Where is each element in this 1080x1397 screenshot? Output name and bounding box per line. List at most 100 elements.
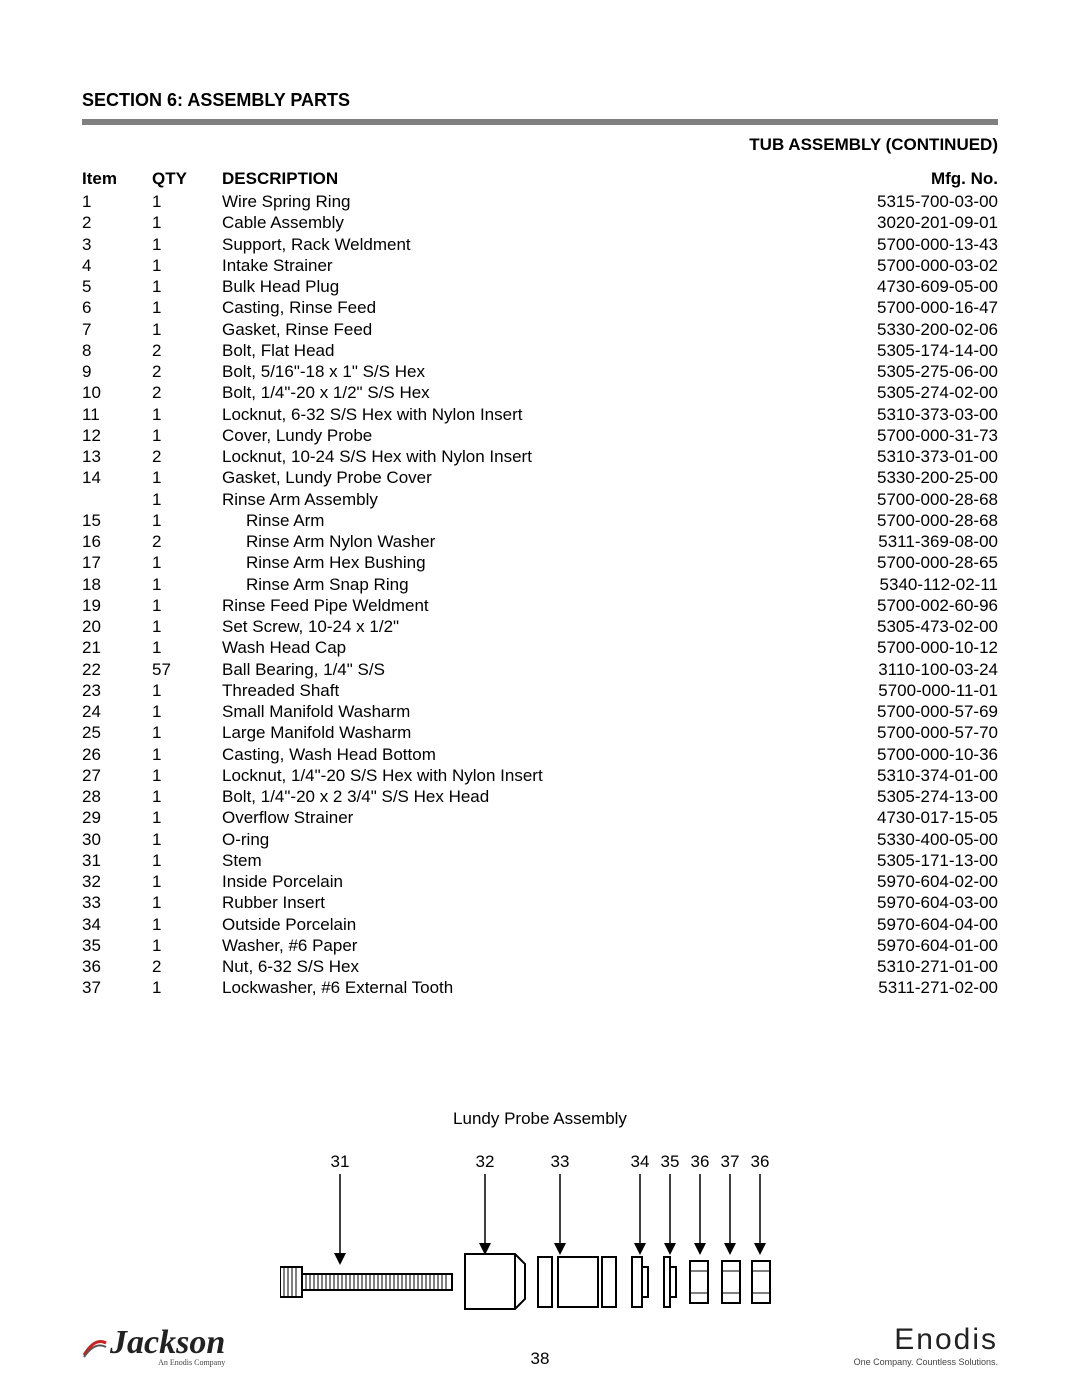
cell-item: 32 [82, 871, 152, 892]
cell-mfg: 5700-000-28-65 [798, 552, 998, 573]
cell-qty: 1 [152, 829, 222, 850]
page-footer: Jackson An Enodis Company Enodis One Com… [82, 1323, 998, 1367]
cell-item: 25 [82, 722, 152, 743]
table-row: 61Casting, Rinse Feed5700-000-16-47 [82, 297, 998, 318]
cell-qty: 1 [152, 871, 222, 892]
cell-item: 26 [82, 744, 152, 765]
cell-qty: 1 [152, 552, 222, 573]
cell-mfg: 5315-700-03-00 [798, 191, 998, 212]
table-row: 241Small Manifold Washarm5700-000-57-69 [82, 701, 998, 722]
cell-qty: 1 [152, 276, 222, 297]
cell-qty: 1 [152, 744, 222, 765]
cell-mfg: 5310-373-03-00 [798, 404, 998, 425]
cell-item: 18 [82, 574, 152, 595]
cell-desc: Outside Porcelain [222, 914, 798, 935]
cell-qty: 2 [152, 361, 222, 382]
table-row: 102Bolt, 1/4"-20 x 1/2" S/S Hex5305-274-… [82, 382, 998, 403]
cell-item: 33 [82, 892, 152, 913]
cell-mfg: 5310-373-01-00 [798, 446, 998, 467]
cell-item: 3 [82, 234, 152, 255]
table-row: 341Outside Porcelain5970-604-04-00 [82, 914, 998, 935]
cell-mfg: 5970-604-04-00 [798, 914, 998, 935]
table-row: 111Locknut, 6-32 S/S Hex with Nylon Inse… [82, 404, 998, 425]
cell-mfg: 5700-000-13-43 [798, 234, 998, 255]
cell-mfg: 5700-000-11-01 [798, 680, 998, 701]
table-row: 362Nut, 6-32 S/S Hex5310-271-01-00 [82, 956, 998, 977]
cell-item: 14 [82, 467, 152, 488]
cell-desc: Wash Head Cap [222, 637, 798, 658]
cell-qty: 1 [152, 977, 222, 998]
cell-item: 13 [82, 446, 152, 467]
cell-mfg: 5700-000-31-73 [798, 425, 998, 446]
cell-mfg: 5311-369-08-00 [798, 531, 998, 552]
cell-desc: Bulk Head Plug [222, 276, 798, 297]
cell-mfg: 4730-609-05-00 [798, 276, 998, 297]
cell-qty: 2 [152, 956, 222, 977]
cell-mfg: 5305-473-02-00 [798, 616, 998, 637]
cell-desc: Rinse Arm [222, 510, 798, 531]
cell-qty: 1 [152, 807, 222, 828]
cell-qty: 1 [152, 510, 222, 531]
cell-desc: Locknut, 10-24 S/S Hex with Nylon Insert [222, 446, 798, 467]
callout-32: 32 [476, 1152, 495, 1171]
cell-desc: Gasket, Rinse Feed [222, 319, 798, 340]
diagram-area: Lundy Probe Assembly 31 32 33 34 35 36 3… [82, 1109, 998, 1349]
cell-item: 8 [82, 340, 152, 361]
callout-33: 33 [551, 1152, 570, 1171]
callout-36a: 36 [691, 1152, 710, 1171]
cell-qty: 1 [152, 404, 222, 425]
cell-mfg: 5700-002-60-96 [798, 595, 998, 616]
table-row: 132Locknut, 10-24 S/S Hex with Nylon Ins… [82, 446, 998, 467]
cell-item [82, 489, 152, 510]
cell-item: 34 [82, 914, 152, 935]
cell-mfg: 5305-274-02-00 [798, 382, 998, 403]
diagram-title: Lundy Probe Assembly [82, 1109, 998, 1129]
cell-mfg: 5970-604-01-00 [798, 935, 998, 956]
table-row: 261Casting, Wash Head Bottom5700-000-10-… [82, 744, 998, 765]
cell-mfg: 5305-275-06-00 [798, 361, 998, 382]
cell-item: 20 [82, 616, 152, 637]
cell-desc: Wire Spring Ring [222, 191, 798, 212]
cell-qty: 2 [152, 531, 222, 552]
table-row: 171Rinse Arm Hex Bushing5700-000-28-65 [82, 552, 998, 573]
table-row: 141Gasket, Lundy Probe Cover5330-200-25-… [82, 467, 998, 488]
section-header: SECTION 6: ASSEMBLY PARTS [82, 90, 998, 111]
callout-37: 37 [721, 1152, 740, 1171]
cell-mfg: 5700-000-57-70 [798, 722, 998, 743]
cell-desc: Cable Assembly [222, 212, 798, 233]
table-row: 301O-ring5330-400-05-00 [82, 829, 998, 850]
cell-mfg: 5305-274-13-00 [798, 786, 998, 807]
table-row: 41Intake Strainer5700-000-03-02 [82, 255, 998, 276]
cell-desc: Lockwasher, #6 External Tooth [222, 977, 798, 998]
cell-desc: Rinse Arm Snap Ring [222, 574, 798, 595]
cell-desc: Nut, 6-32 S/S Hex [222, 956, 798, 977]
cell-qty: 1 [152, 935, 222, 956]
cell-item: 30 [82, 829, 152, 850]
cell-item: 17 [82, 552, 152, 573]
cell-qty: 1 [152, 616, 222, 637]
table-row: 31Support, Rack Weldment5700-000-13-43 [82, 234, 998, 255]
cell-qty: 1 [152, 191, 222, 212]
col-qty: QTY [152, 169, 222, 191]
cell-mfg: 5330-400-05-00 [798, 829, 998, 850]
cell-item: 10 [82, 382, 152, 403]
cell-item: 9 [82, 361, 152, 382]
table-row: 211Wash Head Cap5700-000-10-12 [82, 637, 998, 658]
table-row: 271Locknut, 1/4"-20 S/S Hex with Nylon I… [82, 765, 998, 786]
table-row: 321Inside Porcelain5970-604-02-00 [82, 871, 998, 892]
cell-desc: Overflow Strainer [222, 807, 798, 828]
callout-34: 34 [631, 1152, 650, 1171]
cell-qty: 1 [152, 319, 222, 340]
cell-item: 23 [82, 680, 152, 701]
cell-mfg: 3020-201-09-01 [798, 212, 998, 233]
table-row: 151Rinse Arm5700-000-28-68 [82, 510, 998, 531]
table-row: 291Overflow Strainer4730-017-15-05 [82, 807, 998, 828]
cell-mfg: 5970-604-02-00 [798, 871, 998, 892]
table-row: 251Large Manifold Washarm5700-000-57-70 [82, 722, 998, 743]
header-rule [82, 119, 998, 125]
cell-desc: Rinse Arm Hex Bushing [222, 552, 798, 573]
cell-qty: 1 [152, 892, 222, 913]
cell-qty: 1 [152, 595, 222, 616]
page-number: 38 [82, 1349, 998, 1369]
cell-qty: 2 [152, 446, 222, 467]
